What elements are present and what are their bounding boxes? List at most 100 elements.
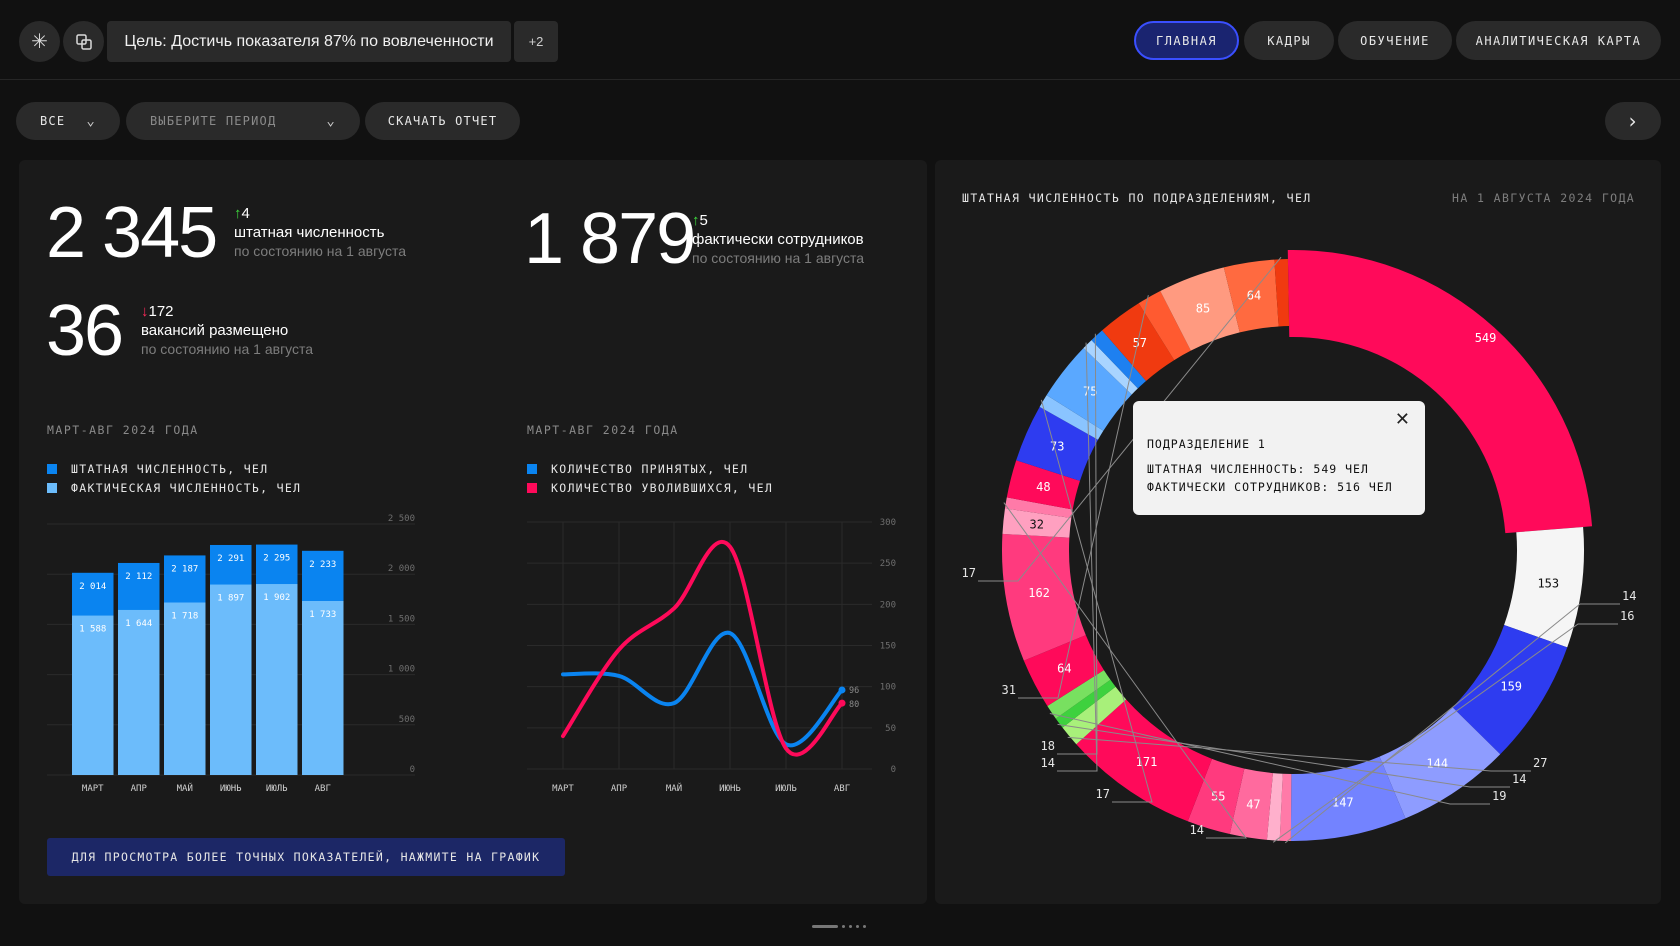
download-report-button[interactable]: СКАЧАТЬ ОТЧЕТ	[365, 102, 520, 140]
bar-ytick-label: 0	[410, 765, 415, 775]
line-category-label: ИЮНЬ	[719, 784, 741, 794]
line-chart-period: МАРТ-АВГ 2024 ГОДА	[527, 423, 679, 437]
department-panel	[935, 160, 1661, 904]
kpi-staff-value: 2 345	[46, 193, 218, 273]
all-select[interactable]: ВСЕ ⌄	[16, 102, 120, 140]
kpi-vacancies-value: 36	[46, 291, 124, 371]
bar-ytick-label: 500	[399, 715, 415, 725]
line-category-label: МАРТ	[552, 784, 574, 794]
kpi-actual-value: 1 879	[524, 199, 696, 279]
bar-staff-value: 2 295	[263, 554, 290, 564]
legend-hired-label: КОЛИЧЕСТВО ПРИНЯТЫХ, ЧЕЛ	[551, 462, 749, 476]
legend-swatch	[527, 464, 537, 474]
overview-panel	[19, 160, 927, 904]
bar-actual-value: 1 588	[79, 625, 106, 635]
bar-actual	[72, 615, 114, 775]
bar-staff-value: 2 014	[79, 582, 106, 592]
bar-chart-period: МАРТ-АВГ 2024 ГОДА	[47, 423, 199, 437]
kpi-vacancies-sub: по состоянию на 1 августа	[141, 341, 314, 357]
chart-hint: ДЛЯ ПРОСМОТРА БОЛЕЕ ТОЧНЫХ ПОКАЗАТЕЛЕЙ, …	[47, 838, 565, 876]
bar-staff-value: 2 233	[309, 560, 336, 570]
kpi-actual-label: фактически сотрудников	[692, 231, 864, 248]
chevron-right-icon[interactable]: ›	[1605, 102, 1661, 140]
bar-actual	[302, 601, 344, 775]
arrow-down-icon: ↓	[141, 303, 149, 320]
bar-ytick-label: 1 500	[388, 614, 415, 624]
legend-staff-label: ШТАТНАЯ ЧИСЛЕННОСТЬ, ЧЕЛ	[71, 462, 269, 476]
legend-actual-label: ФАКТИЧЕСКАЯ ЧИСЛЕННОСТЬ, ЧЕЛ	[71, 481, 302, 495]
line-ytick-label: 0	[891, 765, 896, 775]
line-ytick-label: 250	[880, 559, 896, 569]
all-select-label: ВСЕ	[40, 114, 66, 128]
line-fired-end-label: 80	[849, 700, 859, 710]
bar-actual-value: 1 718	[171, 612, 198, 622]
line-ytick-label: 50	[885, 724, 896, 734]
bar-actual-value: 1 897	[217, 594, 244, 604]
tab-training[interactable]: ОБУЧЕНИЕ	[1338, 21, 1452, 60]
tab-main[interactable]: ГЛАВНАЯ	[1134, 21, 1239, 60]
donut-title: ШТАТНАЯ ЧИСЛЕННОСТЬ ПО ПОДРАЗДЕЛЕНИЯМ, Ч…	[962, 191, 1312, 205]
bar-actual	[164, 602, 206, 775]
line-ytick-label: 100	[880, 683, 896, 693]
page-indicator-dot	[856, 925, 859, 928]
legend-swatch	[47, 483, 57, 493]
page-indicator	[812, 925, 866, 928]
bar-category-label: АВГ	[315, 784, 331, 794]
legend-swatch	[527, 483, 537, 493]
tooltip-heading: ПОДРАЗДЕЛЕНИЕ 1	[1147, 437, 1266, 451]
bar-category-label: ИЮЛЬ	[266, 784, 288, 794]
close-icon[interactable]: ✕	[1394, 409, 1411, 430]
kpi-staff-delta: ↑4	[234, 205, 250, 222]
page-indicator-active	[812, 925, 838, 928]
line-fired	[561, 540, 844, 757]
chevron-down-icon: ⌄	[326, 113, 336, 129]
goal-extra-count[interactable]: +2	[514, 21, 558, 62]
line-category-label: МАЙ	[666, 782, 682, 794]
period-select[interactable]: ВЫБЕРИТЕ ПЕРИОД ⌄	[126, 102, 360, 140]
line-hired-end-label: 96	[849, 686, 859, 696]
bar-actual-value: 1 733	[309, 610, 336, 620]
legend-fired-label: КОЛИЧЕСТВО УВОЛИВШИХСЯ, ЧЕЛ	[551, 481, 774, 495]
bar-category-label: АПР	[131, 784, 148, 794]
line-category-label: ИЮЛЬ	[775, 784, 797, 794]
bar-actual	[118, 609, 160, 775]
bar-ytick-label: 2 000	[388, 564, 415, 574]
kpi-staff-label: штатная численность	[234, 224, 385, 241]
arrow-up-icon: ↑	[234, 205, 242, 222]
copy-icon-glyph	[75, 33, 92, 50]
line-hired-endpoint	[838, 686, 846, 694]
bar-category-label: ИЮНЬ	[220, 784, 242, 794]
line-ytick-label: 300	[880, 518, 896, 528]
bar-staff-value: 2 187	[171, 564, 198, 574]
tooltip-staff: ШТАТНАЯ ЧИСЛЕННОСТЬ: 549 ЧЕЛ	[1147, 462, 1369, 476]
bar-staff-value: 2 112	[125, 572, 152, 582]
copy-icon[interactable]	[63, 21, 104, 62]
kpi-vacancies-label: вакансий размещено	[141, 322, 289, 339]
bar-category-label: МАЙ	[177, 782, 193, 794]
bar-actual-value: 1 902	[263, 593, 290, 603]
tab-analytics-map[interactable]: АНАЛИТИЧЕСКАЯ КАРТА	[1456, 21, 1661, 60]
kpi-actual-delta: ↑5	[692, 212, 708, 229]
page-indicator-dot	[849, 925, 852, 928]
line-fired-endpoint	[838, 699, 846, 707]
legend-hired: КОЛИЧЕСТВО ПРИНЯТЫХ, ЧЕЛ	[527, 462, 748, 476]
asterisk-icon[interactable]: ✳	[19, 21, 60, 62]
line-ytick-label: 150	[880, 642, 896, 652]
kpi-vacancies-delta-value: 172	[148, 303, 174, 320]
period-select-placeholder: ВЫБЕРИТЕ ПЕРИОД	[150, 114, 277, 128]
goal-chip[interactable]: Цель: Достичь показателя 87% по вовлечен…	[107, 21, 511, 62]
legend-staff: ШТАТНАЯ ЧИСЛЕННОСТЬ, ЧЕЛ	[47, 462, 268, 476]
tab-staff[interactable]: КАДРЫ	[1244, 21, 1334, 60]
page-indicator-dot	[842, 925, 845, 928]
top-bar: ✳ Цель: Достичь показателя 87% по вовлеч…	[0, 0, 1680, 80]
tooltip-actual: ФАКТИЧЕСКИ СОТРУДНИКОВ: 516 ЧЕЛ	[1147, 480, 1393, 494]
line-ytick-label: 200	[880, 600, 896, 610]
bar-actual	[256, 584, 298, 775]
kpi-actual-delta-value: 5	[699, 212, 708, 229]
legend-actual: ФАКТИЧЕСКАЯ ЧИСЛЕННОСТЬ, ЧЕЛ	[47, 481, 301, 495]
line-category-label: АПР	[611, 784, 628, 794]
line-category-label: АВГ	[834, 784, 850, 794]
bar-actual	[210, 584, 252, 775]
line-hired	[561, 631, 844, 748]
